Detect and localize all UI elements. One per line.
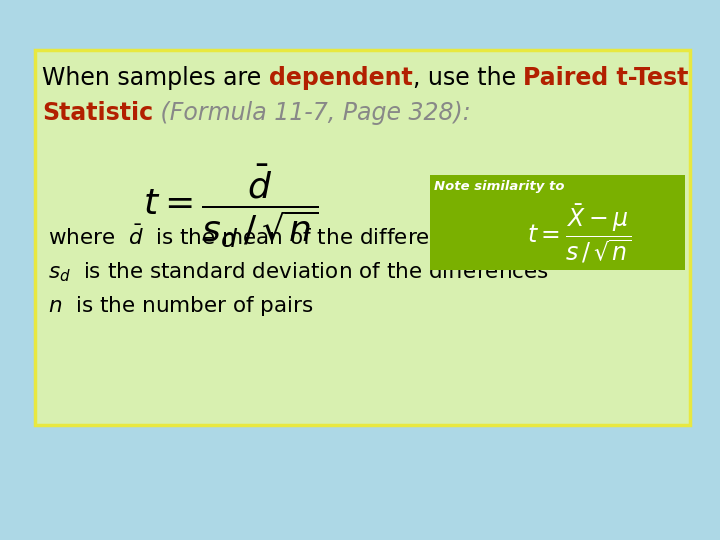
FancyBboxPatch shape — [430, 175, 685, 270]
Text: Paired t-Test: Paired t-Test — [523, 66, 689, 90]
FancyBboxPatch shape — [35, 50, 690, 425]
Text: Note similarity to: Note similarity to — [433, 180, 564, 193]
Text: $t = \dfrac{\bar{d}}{s_d \,/\, \sqrt{n}}$: $t = \dfrac{\bar{d}}{s_d \,/\, \sqrt{n}}… — [143, 161, 318, 249]
Text: $n$  is the number of pairs: $n$ is the number of pairs — [48, 294, 313, 318]
Text: $s_d$  is the standard deviation of the differences: $s_d$ is the standard deviation of the d… — [48, 260, 549, 284]
Text: Statistic: Statistic — [42, 101, 153, 125]
Text: , use the: , use the — [413, 66, 523, 90]
Text: $t = \dfrac{\bar{X} - \mu}{s \,/\, \sqrt{n}}$: $t = \dfrac{\bar{X} - \mu}{s \,/\, \sqrt… — [527, 202, 631, 265]
Text: When samples are: When samples are — [42, 66, 269, 90]
Text: where  $\bar{d}$  is the mean of the differences: where $\bar{d}$ is the mean of the diffe… — [48, 225, 480, 249]
Text: dependent: dependent — [269, 66, 413, 90]
Text: (Formula 11-7, Page 328):: (Formula 11-7, Page 328): — [153, 101, 471, 125]
